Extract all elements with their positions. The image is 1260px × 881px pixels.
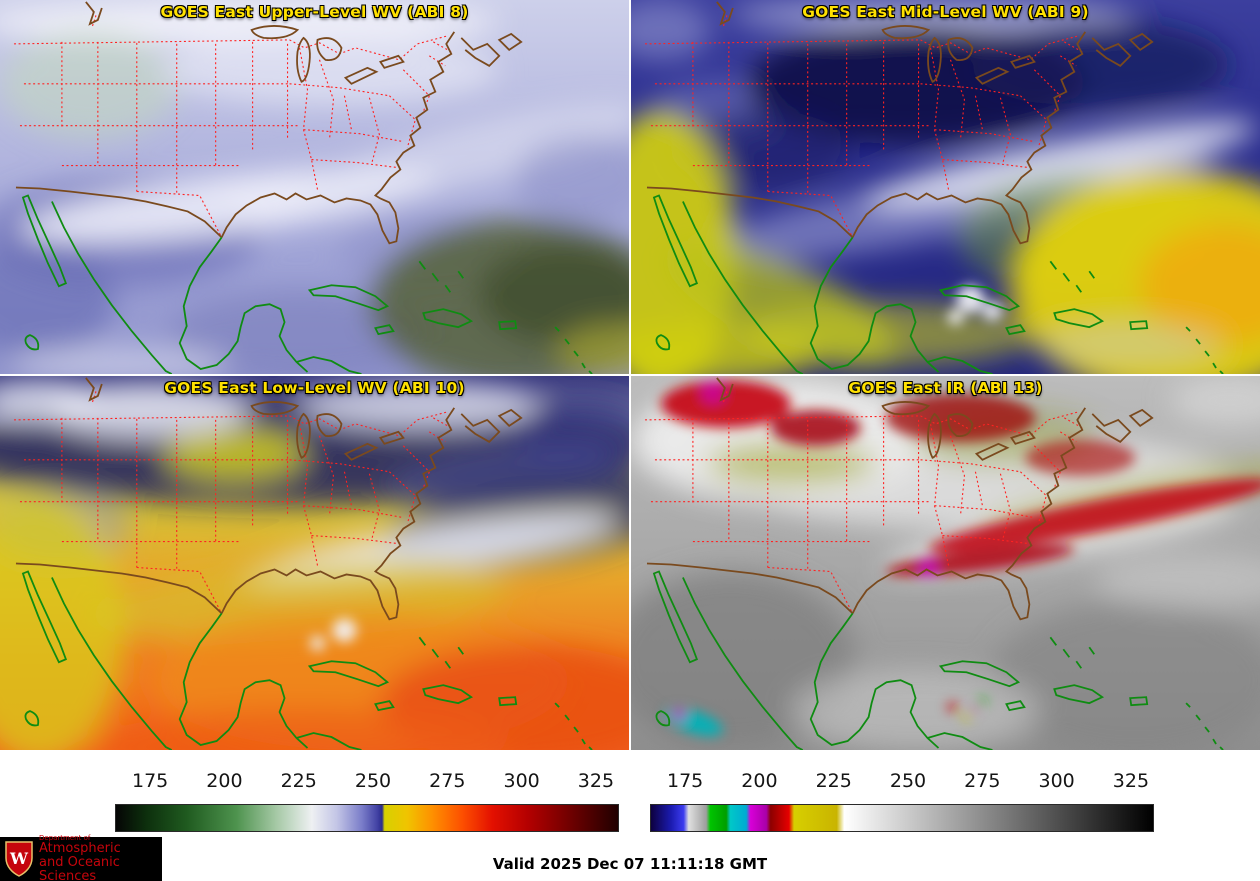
tick-label: 300: [1038, 770, 1075, 792]
wv-colorbar-ticks: 175 200 225 250 275 300 325: [115, 770, 617, 798]
upper-level-wv-image: [0, 0, 629, 374]
tick-label: 200: [741, 770, 778, 792]
tick-label: 250: [889, 770, 927, 792]
tick-label: 275: [964, 770, 1001, 792]
uw-crest-icon: W: [5, 841, 33, 877]
tick-label: 200: [206, 770, 243, 792]
panel-ir: GOES East IR (ABI 13): [631, 376, 1260, 750]
panel-title-ir: GOES East IR (ABI 13): [848, 379, 1043, 397]
ir-image: [631, 376, 1260, 750]
colorbar-row: 175 200 225 250 275 300 325 175 200 225 …: [0, 752, 1260, 840]
tick-label: 225: [280, 770, 317, 792]
wv-colorbar-gradient: [115, 804, 619, 832]
panel-title-upper-wv: GOES East Upper-Level WV (ABI 8): [160, 3, 469, 21]
ir-colorbar-ticks: 175 200 225 250 275 300 325: [650, 770, 1152, 798]
panel-upper-level-wv: GOES East Upper-Level WV (ABI 8): [0, 0, 629, 374]
low-level-wv-image: [0, 376, 629, 750]
tick-label: 275: [429, 770, 466, 792]
tick-label: 225: [815, 770, 852, 792]
crest-monogram: W: [9, 849, 29, 868]
tick-label: 250: [354, 770, 392, 792]
tick-label: 175: [666, 770, 704, 792]
department-name: Department of Atmospheric and Oceanic Sc…: [39, 833, 162, 881]
ir-colorbar-gradient: [650, 804, 1154, 832]
uw-aos-logo: W Department of Atmospheric and Oceanic …: [0, 833, 162, 881]
tick-label: 325: [1112, 770, 1150, 792]
department-name-line2: and Oceanic Sciences: [39, 854, 120, 881]
ir-colorbar: 175 200 225 250 275 300 325: [650, 770, 1154, 836]
panel-mid-level-wv: GOES East Mid-Level WV (ABI 9): [631, 0, 1260, 374]
valid-time-label: Valid 2025 Dec 07 11:11:18 GMT: [492, 855, 768, 873]
imagery-grid: GOES East Upper-Level WV (ABI 8): [0, 0, 1260, 750]
department-name-prefix: Department of: [39, 833, 91, 842]
tick-label: 325: [577, 770, 615, 792]
tick-label: 175: [131, 770, 169, 792]
wv-colorbar: 175 200 225 250 275 300 325: [115, 770, 619, 836]
department-name-line1: Atmospheric: [39, 841, 121, 857]
panel-low-level-wv: GOES East Low-Level WV (ABI 10): [0, 376, 629, 750]
panel-title-mid-wv: GOES East Mid-Level WV (ABI 9): [802, 3, 1089, 21]
tick-label: 300: [503, 770, 540, 792]
mid-level-wv-image: [631, 0, 1260, 374]
panel-title-low-wv: GOES East Low-Level WV (ABI 10): [164, 379, 465, 397]
